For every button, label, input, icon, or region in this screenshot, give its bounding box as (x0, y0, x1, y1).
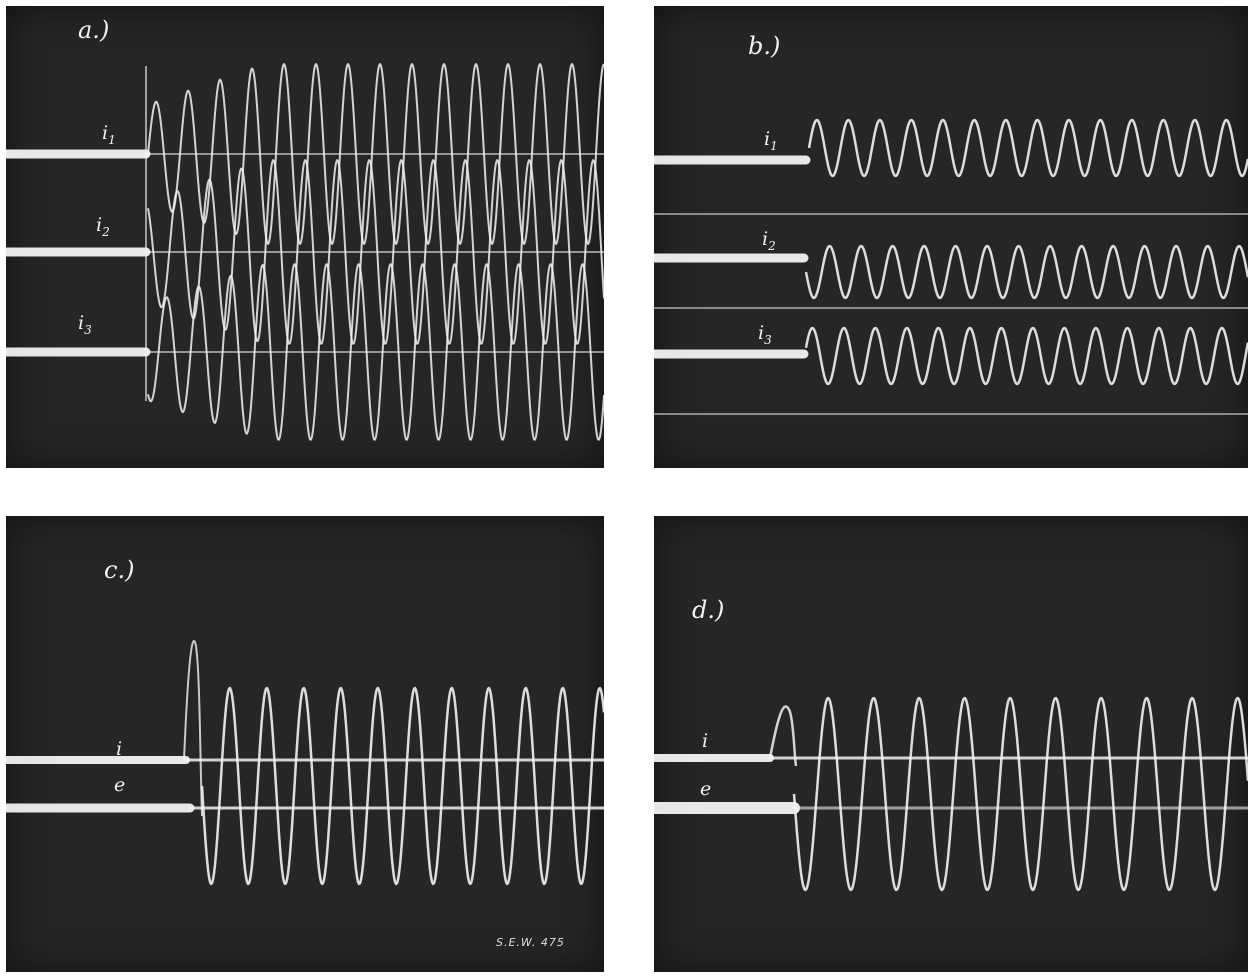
waveform-i1 (807, 118, 1248, 178)
oscillogram-panel-d: d.) i e (654, 516, 1248, 972)
panel-label-a: a.) (78, 16, 110, 44)
trace-label-i2: i2 (96, 214, 110, 239)
trace-label-i3: i3 (78, 312, 92, 337)
waveform (200, 686, 604, 886)
oscillogram-traces-d (654, 696, 1248, 892)
trace-label-i: i (116, 738, 123, 760)
trace-label-i1: i1 (764, 128, 778, 153)
trace-label-e: e (700, 778, 712, 800)
panel-label-d: d.) (692, 596, 725, 624)
trace-label-i: i (702, 730, 709, 752)
waveform-i1 (147, 63, 604, 245)
oscillogram-traces-a (6, 63, 604, 441)
oscillogram-panel-b: b.) i1 i2 i3 (654, 6, 1248, 468)
trace-label-e: e (114, 774, 126, 796)
waveform-i3 (147, 263, 604, 441)
waveform-i3 (804, 326, 1248, 386)
waveform (792, 696, 1248, 892)
trace-label-i3: i3 (758, 322, 772, 347)
inrush-spike (768, 705, 798, 767)
trace-label-i2: i2 (762, 228, 776, 253)
inrush-spike (183, 640, 203, 817)
trace-label-i1: i1 (102, 122, 116, 147)
oscillogram-panel-a: a.) i1 i2 i3 (6, 6, 604, 468)
plate-code: S.E.W. 475 (496, 936, 565, 949)
waveform-i2 (804, 244, 1248, 300)
panel-label-c: c.) (104, 556, 135, 584)
oscillogram-traces-b (654, 118, 1248, 415)
oscillogram-traces-c (6, 640, 604, 886)
panel-label-b: b.) (748, 32, 781, 60)
oscillogram-panel-c: c.) i e S.E.W. 475 (6, 516, 604, 972)
